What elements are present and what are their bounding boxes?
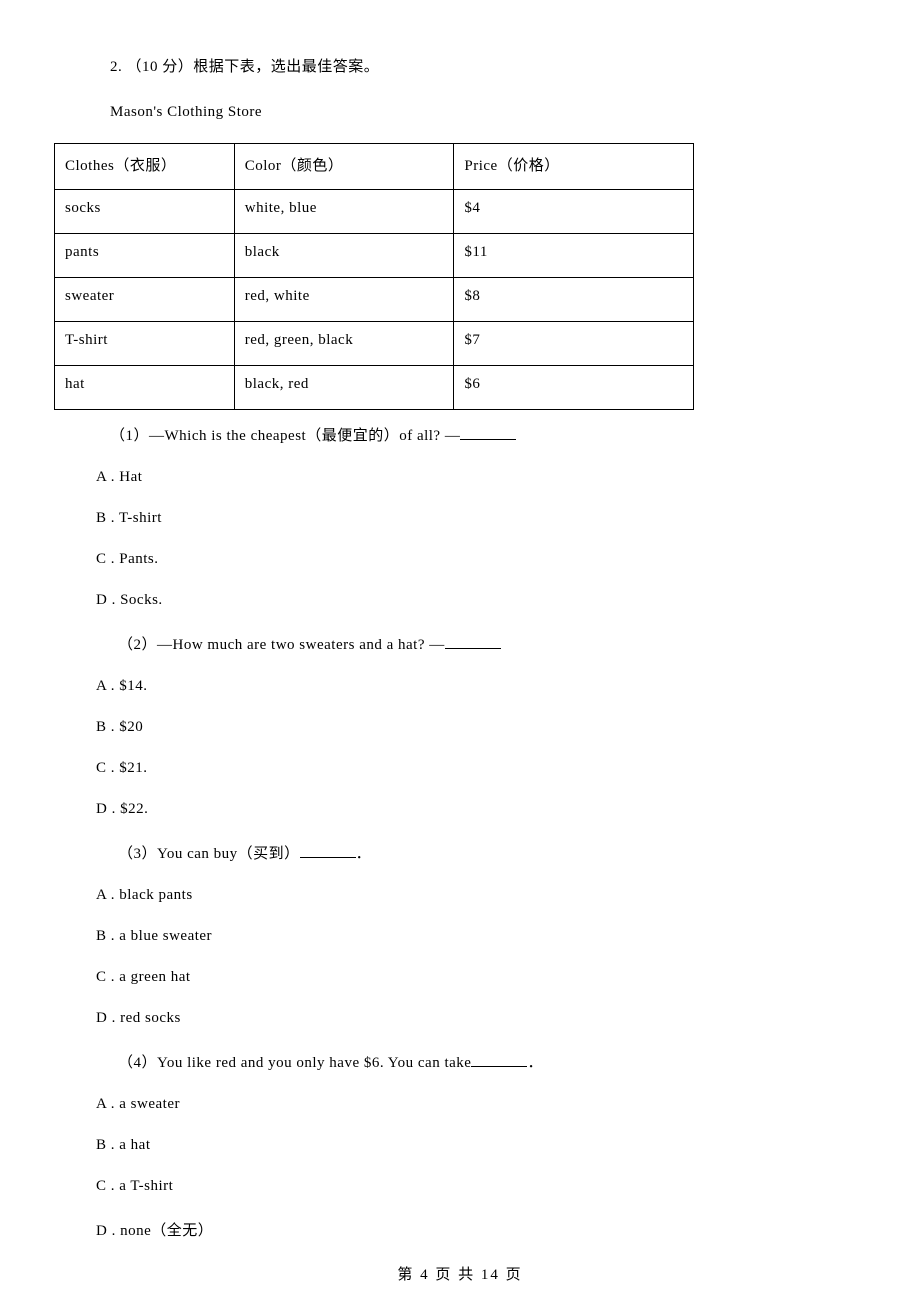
choice-b: B . a hat — [96, 1137, 870, 1154]
table-row: T-shirt red, green, black $7 — [55, 322, 694, 366]
table-cell: red, white — [234, 278, 454, 322]
table-header-cell: Clothes（衣服） — [55, 144, 235, 190]
choice-c: C . Pants. — [96, 551, 870, 568]
choice-d: D . red socks — [96, 1010, 870, 1027]
blank-line — [300, 844, 356, 858]
q4-stem-post: ． — [527, 1055, 543, 1071]
table-cell: hat — [55, 366, 235, 410]
choice-c: C . a green hat — [96, 969, 870, 986]
clothing-table: Clothes（衣服） Color（颜色） Price（价格） socks wh… — [54, 143, 694, 410]
table-cell: red, green, black — [234, 322, 454, 366]
table-row: Clothes（衣服） Color（颜色） Price（价格） — [55, 144, 694, 190]
sub-question-4: （4）You like red and you only have $6. Yo… — [118, 1051, 870, 1072]
table-cell: black, red — [234, 366, 454, 410]
table-cell: socks — [55, 190, 235, 234]
choice-c: C . $21. — [96, 760, 870, 777]
page-footer: 第 4 页 共 14 页 — [0, 1263, 920, 1284]
sub-question-1: （1）—Which is the cheapest（最便宜的）of all? — — [110, 424, 870, 445]
table-cell: T-shirt — [55, 322, 235, 366]
table-cell: black — [234, 234, 454, 278]
table-header-cell: Color（颜色） — [234, 144, 454, 190]
choice-d: D . $22. — [96, 801, 870, 818]
choice-a: A . black pants — [96, 887, 870, 904]
blank-line — [445, 635, 501, 649]
table-cell: $11 — [454, 234, 694, 278]
question-header: 2. （10 分）根据下表，选出最佳答案。 — [110, 55, 870, 76]
table-row: socks white, blue $4 — [55, 190, 694, 234]
choice-c: C . a T-shirt — [96, 1178, 870, 1195]
table-cell: $4 — [454, 190, 694, 234]
blank-line — [471, 1053, 527, 1067]
table-header-cell: Price（价格） — [454, 144, 694, 190]
choice-a: A . a sweater — [96, 1096, 870, 1113]
choice-b: B . T-shirt — [96, 510, 870, 527]
q3-stem-pre: （3）You can buy（买到） — [118, 846, 300, 862]
choice-d: D . Socks. — [96, 592, 870, 609]
choice-a: A . $14. — [96, 678, 870, 695]
q4-stem-pre: （4）You like red and you only have $6. Yo… — [118, 1055, 471, 1071]
table-row: hat black, red $6 — [55, 366, 694, 410]
table-row: pants black $11 — [55, 234, 694, 278]
sub-question-3: （3）You can buy（买到） ． — [118, 842, 870, 863]
table-cell: $8 — [454, 278, 694, 322]
q3-stem-post: ． — [356, 846, 372, 862]
choice-b: B . a blue sweater — [96, 928, 870, 945]
table-row: sweater red, white $8 — [55, 278, 694, 322]
table-cell: white, blue — [234, 190, 454, 234]
choice-b: B . $20 — [96, 719, 870, 736]
table-cell: sweater — [55, 278, 235, 322]
table-cell: $7 — [454, 322, 694, 366]
table-cell: $6 — [454, 366, 694, 410]
q1-stem: （1）—Which is the cheapest（最便宜的）of all? — — [110, 428, 460, 444]
store-name: Mason's Clothing Store — [110, 104, 870, 121]
choice-d: D . none（全无） — [96, 1219, 870, 1240]
q2-stem: （2）—How much are two sweaters and a hat?… — [118, 637, 445, 653]
sub-question-2: （2）—How much are two sweaters and a hat?… — [118, 633, 870, 654]
choice-a: A . Hat — [96, 469, 870, 486]
blank-line — [460, 426, 516, 440]
table-cell: pants — [55, 234, 235, 278]
